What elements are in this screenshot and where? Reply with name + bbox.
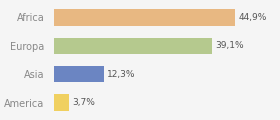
Text: 39,1%: 39,1% xyxy=(215,41,244,50)
Text: 12,3%: 12,3% xyxy=(107,70,136,79)
Text: 3,7%: 3,7% xyxy=(72,98,95,107)
Bar xyxy=(54,9,235,26)
Bar xyxy=(54,94,69,111)
Bar xyxy=(54,38,212,54)
Bar xyxy=(54,66,104,82)
Text: 44,9%: 44,9% xyxy=(238,13,267,22)
